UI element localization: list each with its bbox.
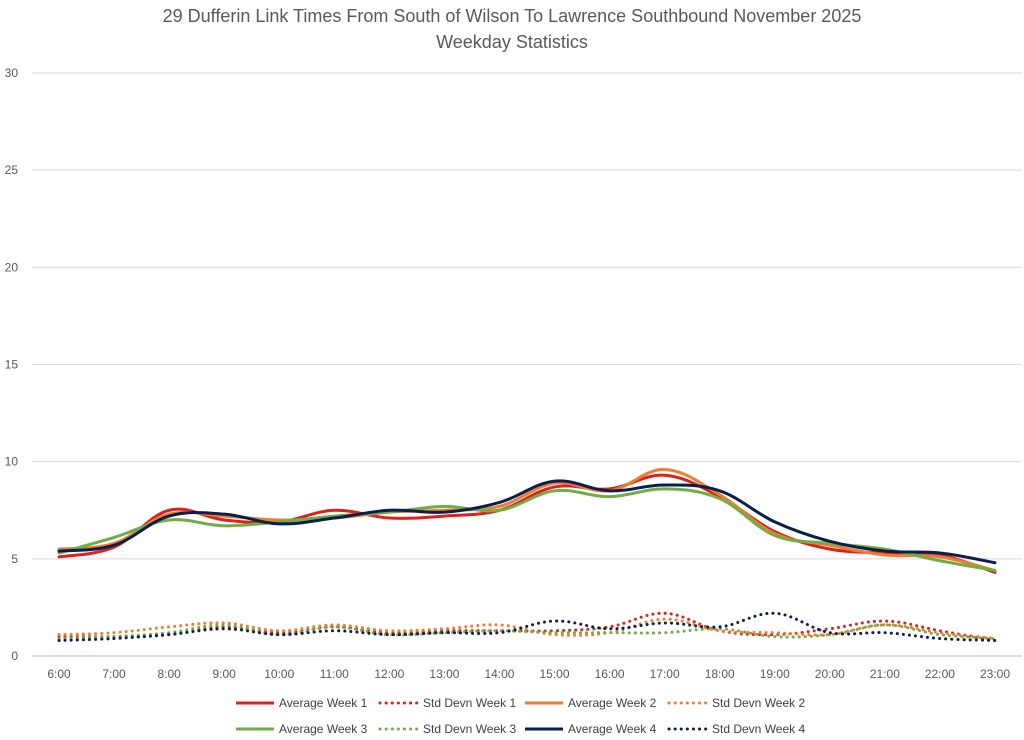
- chart-subtitle: Weekday Statistics: [436, 32, 588, 52]
- legend-label-std-devn-week-3: Std Devn Week 3: [423, 722, 516, 736]
- x-tick-label: 8:00: [157, 667, 181, 681]
- series-line-average-week-1: [57, 473, 997, 574]
- series-line-average-week-3: [57, 487, 997, 572]
- series-line-std-devn-week-4: [57, 611, 997, 642]
- y-tick-label: 0: [11, 649, 18, 663]
- x-tick-label: 12:00: [374, 667, 404, 681]
- chart-title: 29 Dufferin Link Times From South of Wil…: [162, 6, 862, 26]
- series-line-average-week-2: [57, 467, 997, 572]
- y-tick-label: 15: [5, 358, 19, 372]
- x-tick-label: 6:00: [47, 667, 71, 681]
- x-tick-label: 21:00: [870, 667, 900, 681]
- x-tick-label: 14:00: [484, 667, 514, 681]
- x-tick-label: 19:00: [760, 667, 790, 681]
- y-tick-label: 30: [5, 66, 19, 80]
- y-tick-label: 10: [5, 455, 19, 469]
- x-tick-label: 23:00: [980, 667, 1010, 681]
- x-tick-label: 17:00: [650, 667, 680, 681]
- series-line-std-devn-week-3: [57, 623, 997, 641]
- legend-label-average-week-2: Average Week 2: [568, 696, 657, 710]
- x-tick-label: 20:00: [815, 667, 845, 681]
- y-tick-label: 20: [5, 260, 19, 274]
- legend-label-std-devn-week-4: Std Devn Week 4: [712, 722, 805, 736]
- x-tick-label: 13:00: [429, 667, 459, 681]
- x-tick-label: 7:00: [102, 667, 126, 681]
- series-line-average-week-4: [57, 479, 997, 565]
- x-tick-label: 10:00: [264, 667, 294, 681]
- x-tick-label: 18:00: [705, 667, 735, 681]
- legend-label-std-devn-week-2: Std Devn Week 2: [712, 696, 805, 710]
- x-tick-label: 22:00: [925, 667, 955, 681]
- y-tick-label: 25: [5, 163, 19, 177]
- x-tick-label: 11:00: [320, 667, 349, 681]
- x-tick-label: 16:00: [595, 667, 625, 681]
- x-tick-label: 9:00: [212, 667, 236, 681]
- legend-label-average-week-1: Average Week 1: [279, 696, 368, 710]
- legend-label-average-week-4: Average Week 4: [568, 722, 657, 736]
- legend-label-average-week-3: Average Week 3: [279, 722, 368, 736]
- x-tick-label: 15:00: [540, 667, 570, 681]
- y-tick-label: 5: [11, 552, 18, 566]
- legend-label-std-devn-week-1: Std Devn Week 1: [423, 696, 516, 710]
